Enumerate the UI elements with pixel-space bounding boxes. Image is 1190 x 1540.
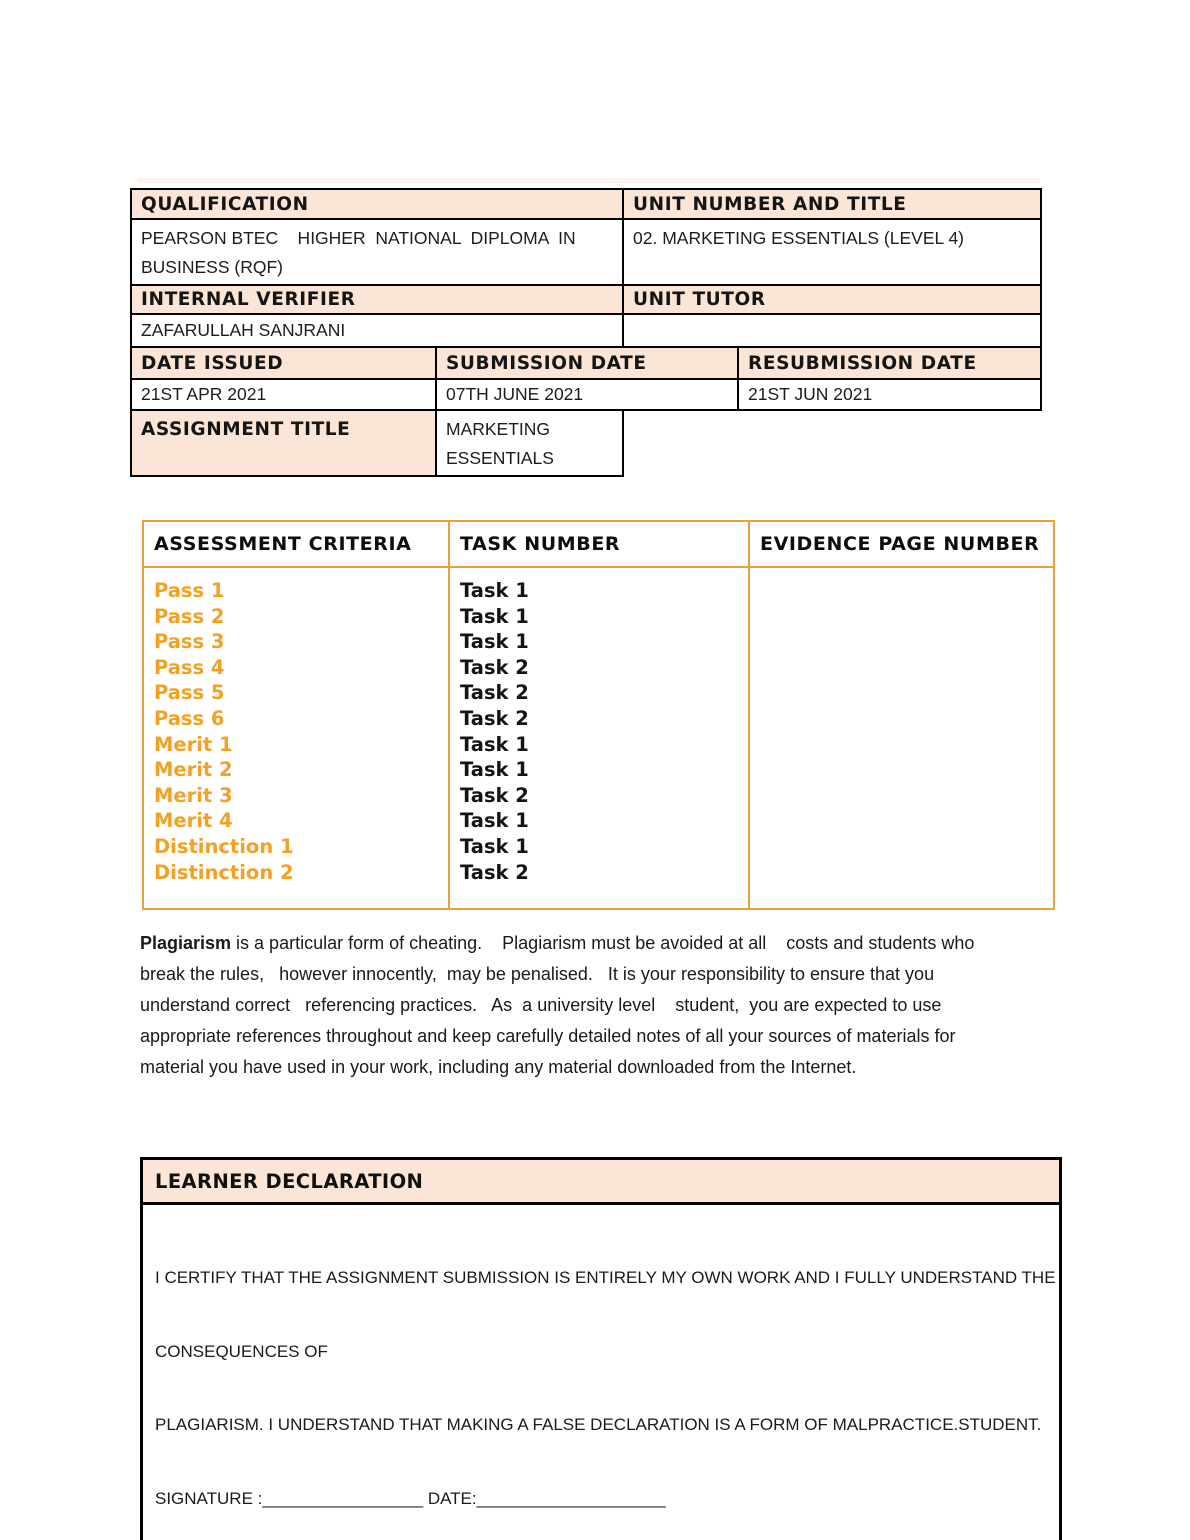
task-item: Task 2 (460, 706, 529, 730)
task-item: Task 2 (460, 655, 529, 679)
info-value-row-2: ZAFARULLAH SANJRANI (129, 313, 1043, 348)
unit-number-header-cell: UNIT NUMBER AND TITLE (622, 188, 1043, 220)
assignment-title-value-cell: MARKETING ESSENTIALS (434, 409, 625, 477)
assessment-header-row: ASSESSMENT CRITERIA TASK NUMBER EVIDENCE… (142, 520, 1055, 568)
evidence-page-header-cell: EVIDENCE PAGE NUMBER (748, 520, 1055, 568)
resubmission-date-header-cell: RESUBMISSION DATE (737, 346, 1043, 380)
learner-declaration-text-cell: I CERTIFY THAT THE ASSIGNMENT SUBMISSION… (140, 1202, 1062, 1540)
info-header-row-1: QUALIFICATION UNIT NUMBER AND TITLE (129, 188, 1043, 220)
plagiarism-lead-word: Plagiarism (140, 933, 232, 953)
criteria-item: Pass 2 (154, 604, 225, 628)
info-value-row-3: 21ST APR 2021 07TH JUNE 2021 21ST JUN 20… (130, 378, 1043, 411)
info-header-row-3: DATE ISSUED SUBMISSION DATE RESUBMISSION… (130, 346, 1043, 380)
learner-declaration-header-row: LEARNER DECLARATION (140, 1157, 1062, 1205)
criteria-item: Pass 4 (154, 655, 225, 679)
learner-declaration-body: LEARNER DECLARATION I CERTIFY THAT THE A… (140, 1157, 1062, 1540)
evidence-empty-cell (748, 566, 1055, 910)
criteria-item: Merit 1 (154, 732, 233, 756)
info-table-body: QUALIFICATION UNIT NUMBER AND TITLE PEAR… (129, 188, 1043, 477)
learner-declaration-table: LEARNER DECLARATION I CERTIFY THAT THE A… (140, 1157, 1062, 1540)
task-item: Task 1 (460, 809, 529, 833)
criteria-item: Pass 3 (154, 630, 225, 654)
task-item: Task 1 (460, 834, 529, 858)
task-list-cell: Task 1 Task 1 Task 1 Task 2 Task 2 Task … (448, 566, 750, 910)
criteria-item: Pass 6 (154, 706, 225, 730)
assignment-title-header-cell: ASSIGNMENT TITLE (130, 409, 437, 477)
assessment-criteria-header-cell: ASSESSMENT CRITERIA (142, 520, 450, 568)
task-item: Task 2 (460, 681, 529, 705)
criteria-item: Distinction 1 (154, 834, 294, 858)
resubmission-date-value-cell: 21ST JUN 2021 (737, 378, 1043, 411)
unit-tutor-value-cell (622, 313, 1043, 348)
submission-date-value-cell: 07TH JUNE 2021 (434, 378, 740, 411)
date-issued-value-cell: 21ST APR 2021 (130, 378, 437, 411)
task-item: Task 2 (460, 860, 529, 884)
declaration-line: PLAGIARISM. I UNDERSTAND THAT MAKING A F… (155, 1415, 1042, 1434)
criteria-item: Pass 5 (154, 681, 225, 705)
assessment-table-body: ASSESSMENT CRITERIA TASK NUMBER EVIDENCE… (142, 520, 1055, 910)
internal-verifier-value-cell: ZAFARULLAH SANJRANI (129, 313, 625, 348)
criteria-item: Distinction 2 (154, 860, 294, 884)
task-item: Task 1 (460, 630, 529, 654)
date-issued-header-cell: DATE ISSUED (130, 346, 437, 380)
declaration-line: I CERTIFY THAT THE ASSIGNMENT SUBMISSION… (155, 1268, 1056, 1287)
assessment-body-row: Pass 1 Pass 2 Pass 3 Pass 4 Pass 5 Pass … (142, 566, 1055, 910)
internal-verifier-header-cell: INTERNAL VERIFIER (129, 284, 625, 315)
task-item: Task 1 (460, 758, 529, 782)
plagiarism-body-text: is a particular form of cheating. Plagia… (140, 933, 975, 1077)
info-value-row-1: PEARSON BTEC HIGHER NATIONAL DIPLOMA IN … (129, 218, 1043, 286)
criteria-list-cell: Pass 1 Pass 2 Pass 3 Pass 4 Pass 5 Pass … (142, 566, 450, 910)
task-item: Task 2 (460, 783, 529, 807)
task-item: Task 1 (460, 732, 529, 756)
decorative-peach-strip (137, 178, 1040, 183)
task-item: Task 1 (460, 604, 529, 628)
declaration-line: CONSEQUENCES OF (155, 1341, 328, 1361)
submission-date-header-cell: SUBMISSION DATE (434, 346, 740, 380)
assignment-title-row: ASSIGNMENT TITLE MARKETING ESSENTIALS (130, 409, 1041, 477)
criteria-item: Merit 4 (154, 809, 233, 833)
plagiarism-paragraph: Plagiarism is a particular form of cheat… (140, 928, 1065, 1083)
info-header-row-2: INTERNAL VERIFIER UNIT TUTOR (129, 284, 1043, 315)
qualification-header-cell: QUALIFICATION (129, 188, 625, 220)
learner-declaration-text-row: I CERTIFY THAT THE ASSIGNMENT SUBMISSION… (140, 1202, 1062, 1540)
criteria-item: Merit 2 (154, 758, 233, 782)
criteria-item: Merit 3 (154, 783, 233, 807)
task-number-header-cell: TASK NUMBER (448, 520, 750, 568)
unit-tutor-header-cell: UNIT TUTOR (622, 284, 1043, 315)
learner-declaration-title-cell: LEARNER DECLARATION (140, 1157, 1062, 1205)
task-item: Task 1 (460, 579, 529, 602)
info-table: QUALIFICATION UNIT NUMBER AND TITLE PEAR… (129, 188, 1043, 477)
empty-region (623, 410, 1041, 476)
unit-number-value-cell: 02. MARKETING ESSENTIALS (LEVEL 4) (622, 218, 1043, 286)
criteria-item: Pass 1 (154, 579, 225, 602)
signature-date-line: SIGNATURE :_________________ DATE:______… (155, 1488, 666, 1508)
qualification-value-cell: PEARSON BTEC HIGHER NATIONAL DIPLOMA IN … (129, 218, 625, 286)
assessment-criteria-table: ASSESSMENT CRITERIA TASK NUMBER EVIDENCE… (142, 520, 1055, 910)
